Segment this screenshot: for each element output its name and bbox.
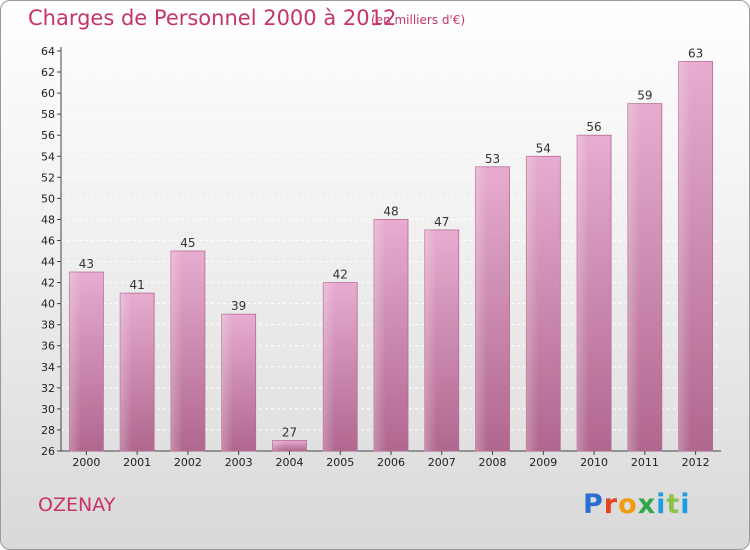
y-tick-label: 60 — [41, 87, 55, 100]
bar-highlight — [577, 135, 589, 452]
bar-highlight — [424, 229, 437, 451]
proxiti-logo: Proxiti — [583, 489, 691, 520]
y-tick-label: 40 — [41, 298, 55, 311]
y-tick-label: 64 — [41, 45, 55, 58]
y-tick-label: 32 — [41, 382, 55, 395]
data-label: 47 — [434, 215, 449, 229]
data-label: 39 — [231, 299, 246, 313]
x-tick-label: 2004 — [275, 456, 303, 469]
bar-highlight — [170, 251, 183, 451]
y-tick-label: 28 — [41, 424, 55, 437]
logo-letter: o — [618, 489, 638, 520]
data-label: 53 — [485, 152, 500, 166]
y-tick-label: 46 — [41, 234, 55, 247]
bar-highlight — [526, 156, 539, 451]
y-tick-label: 62 — [41, 66, 55, 79]
chart-subtitle: (en milliers d'€) — [371, 13, 466, 27]
data-label: 43 — [79, 257, 94, 271]
y-tick-label: 42 — [41, 277, 55, 290]
y-tick-label: 44 — [41, 256, 55, 269]
data-label: 45 — [180, 236, 195, 250]
x-tick-label: 2010 — [580, 456, 608, 469]
y-tick-label: 52 — [41, 171, 55, 184]
y-tick-label: 36 — [41, 340, 55, 353]
logo-letter: r — [603, 489, 619, 520]
bar-highlight — [475, 166, 488, 451]
data-label: 48 — [383, 204, 398, 218]
y-tick-label: 30 — [41, 403, 55, 416]
x-tick-label: 2002 — [174, 456, 202, 469]
data-label: 27 — [282, 425, 297, 439]
x-tick-label: 2003 — [225, 456, 253, 469]
y-tick-label: 58 — [41, 108, 55, 121]
bar-highlight — [69, 272, 82, 451]
logo-letter: P — [583, 489, 604, 520]
x-tick-label: 2007 — [428, 456, 456, 469]
data-label: 42 — [333, 268, 348, 282]
y-tick-label: 48 — [41, 213, 55, 226]
place-name: OZENAY — [38, 494, 116, 516]
y-tick-label: 38 — [41, 319, 55, 332]
bar-highlight — [120, 293, 133, 451]
logo-letter: x — [637, 489, 657, 520]
x-tick-label: 2008 — [479, 456, 507, 469]
x-tick-label: 2006 — [377, 456, 405, 469]
y-tick-label: 26 — [41, 445, 55, 458]
x-tick-label: 2001 — [123, 456, 151, 469]
logo-letter: t — [666, 489, 681, 520]
x-tick-label: 2012 — [682, 456, 710, 469]
data-label: 41 — [130, 278, 145, 292]
data-label: 59 — [637, 89, 652, 103]
bar-highlight — [678, 61, 691, 452]
x-tick-label: 2011 — [631, 456, 659, 469]
y-tick-label: 56 — [41, 129, 55, 142]
y-tick-label: 50 — [41, 192, 55, 205]
x-tick-label: 2005 — [326, 456, 354, 469]
data-label: 63 — [688, 47, 703, 61]
logo-letter: i — [680, 489, 691, 520]
x-tick-label: 2009 — [529, 456, 557, 469]
bar-highlight — [323, 282, 336, 451]
data-label: 56 — [586, 120, 601, 134]
x-tick-label: 2000 — [72, 456, 100, 469]
logo-letter: i — [656, 489, 667, 520]
data-label: 54 — [536, 141, 551, 155]
bar-highlight — [272, 440, 285, 451]
chart-title: Charges de Personnel 2000 à 2012 — [28, 6, 397, 30]
y-tick-label: 54 — [41, 150, 55, 163]
bar-highlight — [221, 314, 234, 451]
bar-highlight — [627, 103, 640, 451]
y-tick-label: 34 — [41, 361, 55, 374]
bar-highlight — [374, 219, 386, 451]
